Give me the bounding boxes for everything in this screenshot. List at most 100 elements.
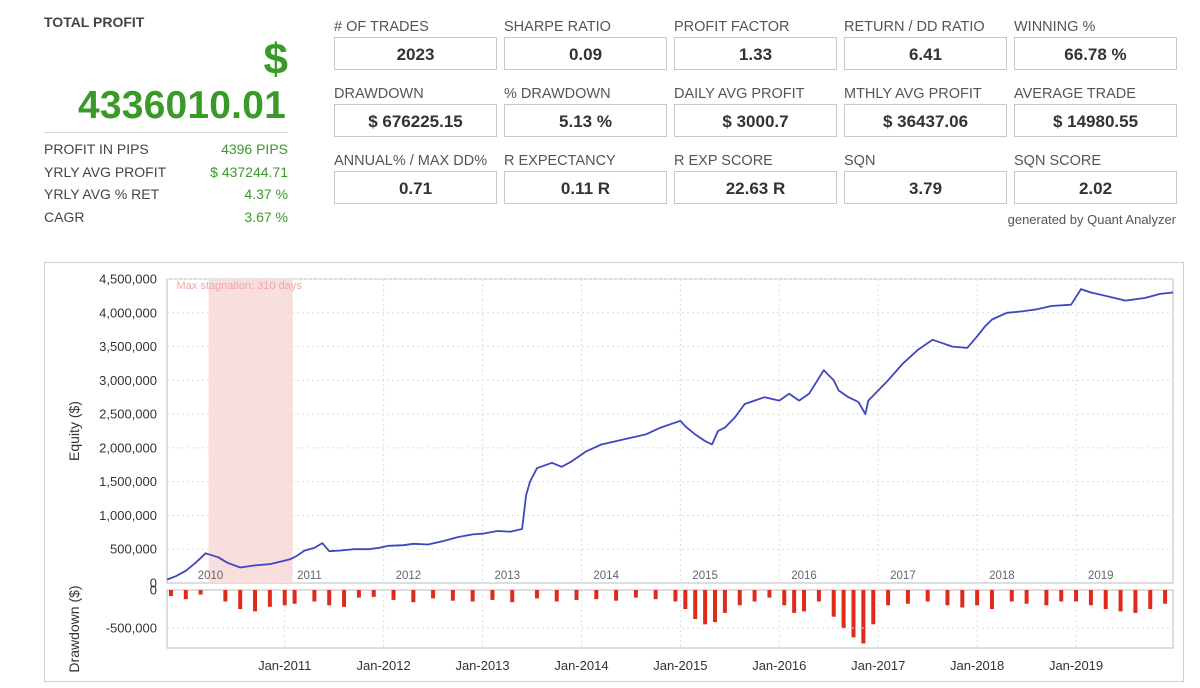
drawdown-bar (554, 590, 559, 602)
x-tick-label: Jan-2013 (455, 658, 509, 673)
stat-label: DAILY AVG PROFIT (674, 86, 805, 102)
stat-value: $ 676225.15 (334, 104, 497, 137)
equity-drawdown-chart: Max stagnation: 310 days 0 500,000 1,000,00… (66, 272, 1174, 673)
x-tick-label: Jan-2019 (1049, 658, 1103, 673)
x-tick-label: Jan-2014 (554, 658, 608, 673)
stat-average-trade: AVERAGE TRADE $ 14980.55 (1014, 85, 1177, 137)
equity-y-tick-label: 0 (150, 576, 157, 591)
drawdown-bar (282, 590, 287, 606)
drawdown-bar (450, 590, 455, 601)
drawdown-bar (816, 590, 821, 602)
equity-y-tick-label: 1,000,000 (99, 508, 157, 523)
stat-value: 2.02 (1014, 171, 1177, 204)
equity-line (166, 288, 1174, 581)
drawdown-bar (831, 590, 836, 617)
drawdown-bar (253, 590, 258, 612)
equity-chart-panel: Max stagnation: 310 days 0 500,000 1,000,00… (44, 262, 1184, 682)
year-label: 2014 (593, 570, 619, 582)
drawdown-bar (841, 590, 846, 629)
equity-y-tick-label: 2,500,000 (99, 407, 157, 422)
drawdown-y-tick-label: -500,000 (106, 621, 157, 636)
drawdown-bar (792, 590, 797, 613)
x-tick-label: Jan-2011 (258, 658, 311, 673)
drawdown-y-axis-title: Drawdown ($) (66, 585, 82, 672)
stat-value: 2023 (334, 37, 497, 70)
stat-label: AVERAGE TRADE (1014, 86, 1136, 102)
drawdown-bar (633, 590, 638, 598)
stat-value: 5.13 % (504, 104, 667, 137)
equity-y-tick-label: 3,000,000 (99, 373, 157, 388)
drawdown-bar (327, 590, 332, 606)
stat-label: # OF TRADES (334, 19, 429, 35)
stat-sqn: SQN 3.79 (844, 152, 1007, 204)
drawdown-bar (1024, 590, 1029, 604)
drawdown-bar (183, 590, 188, 600)
drawdown-bar (1133, 590, 1138, 613)
drawdown-bar (1118, 590, 1123, 612)
drawdown-bar (989, 590, 994, 610)
drawdown-bar (722, 590, 727, 613)
divider (44, 132, 288, 133)
stat-label: % DRAWDOWN (504, 86, 611, 102)
x-tick-label: Jan-2012 (357, 658, 411, 673)
drawdown-bar (886, 590, 891, 606)
equity-y-tick-label: 4,500,000 (99, 272, 157, 287)
detail-value: 3.67 % (244, 208, 288, 225)
year-label: 2019 (1088, 570, 1114, 582)
drawdown-bar (391, 590, 396, 600)
drawdown-bar (267, 590, 272, 607)
detail-label: YRLY AVG PROFIT (44, 163, 167, 180)
stat-label: SHARPE RATIO (504, 19, 611, 35)
drawdown-bar (945, 590, 950, 606)
equity-y-tick-label: 500,000 (110, 542, 157, 557)
dollar-icon: $ (263, 35, 288, 84)
stat-label: SQN SCORE (1014, 153, 1102, 169)
year-label: 2012 (396, 570, 422, 582)
drawdown-bar (861, 590, 866, 644)
drawdown-bar (534, 590, 539, 599)
year-label: 2016 (791, 570, 817, 582)
equity-y-tick-label: 4,000,000 (99, 305, 157, 320)
stat-value: 0.09 (504, 37, 667, 70)
stat-mthly-avg-profit: MTHLY AVG PROFIT $ 36437.06 (844, 85, 1007, 137)
stat-label: MTHLY AVG PROFIT (844, 86, 982, 102)
detail-value: 4.37 % (244, 186, 288, 202)
drawdown-bar (975, 590, 980, 606)
drawdown-plot-area (166, 589, 1174, 649)
drawdown-bar (1088, 590, 1093, 606)
drawdown-bar (614, 590, 619, 601)
stat-daily-avg-profit: DAILY AVG PROFIT $ 3000.7 (674, 85, 837, 137)
detail-value: $ 437244.71 (210, 163, 288, 180)
year-label: 2013 (494, 570, 520, 582)
stat-num-trades: # OF TRADES 2023 (334, 18, 497, 70)
equity-y-tick-label: 1,500,000 (99, 474, 157, 489)
equity-y-tick-label: 3,500,000 (99, 339, 157, 354)
stat-label: R EXP SCORE (674, 153, 773, 169)
equity-y-tick-label: 2,000,000 (99, 440, 157, 455)
drawdown-bar (752, 590, 757, 602)
drawdown-bar (411, 590, 416, 603)
drawdown-bar (1059, 590, 1064, 602)
max-stagnation-band (208, 279, 293, 583)
drawdown-bar (851, 590, 856, 638)
year-label: 2011 (297, 570, 322, 582)
drawdown-bar (1163, 590, 1168, 604)
drawdown-bar (223, 590, 228, 602)
equity-y-axis-title: Equity ($) (66, 401, 82, 461)
drawdown-y-tick-label: 0 (150, 583, 157, 598)
drawdown-bar (594, 590, 599, 600)
stat-pct-drawdown: % DRAWDOWN 5.13 % (504, 85, 667, 137)
drawdown-bar (782, 590, 787, 606)
stat-r-exp-score: R EXP SCORE 22.63 R (674, 152, 837, 204)
stat-value: 6.41 (844, 37, 1007, 70)
stat-value: 22.63 R (674, 171, 837, 204)
drawdown-bar (871, 590, 876, 625)
detail-label: PROFIT IN PIPS (44, 141, 149, 157)
drawdown-bar (1074, 590, 1079, 602)
drawdown-bar (238, 590, 243, 610)
drawdown-bar (1103, 590, 1108, 610)
stat-label: WINNING % (1014, 19, 1096, 35)
year-label: 2017 (890, 570, 916, 582)
x-tick-label: Jan-2018 (950, 658, 1004, 673)
drawdown-bar (490, 590, 495, 600)
